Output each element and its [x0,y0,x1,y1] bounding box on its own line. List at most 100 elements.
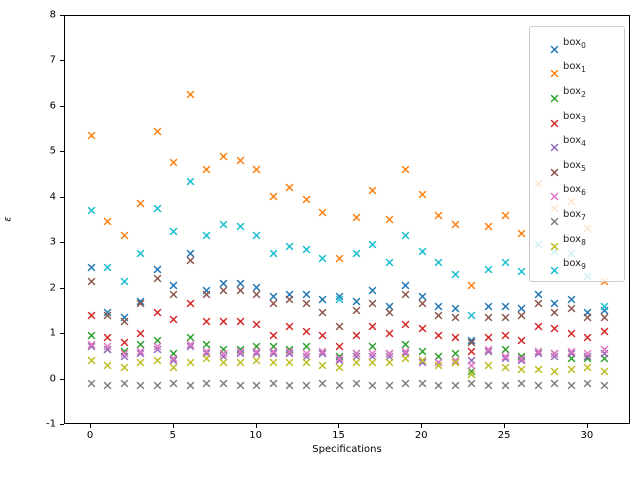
data-point-marker-box_4 [302,346,311,360]
data-point-marker-box_5 [153,268,162,283]
data-point-marker-box_2 [153,330,162,345]
legend-x-marker-icon [544,186,559,201]
data-point-marker-box_5 [418,293,427,308]
data-point-marker-box_7 [401,373,410,388]
data-point-marker-box_8 [368,352,377,367]
data-point-marker-box_4 [269,343,278,358]
data-point-marker-box_5 [202,284,211,299]
data-point-marker-box_2 [434,346,443,360]
data-point-marker-box_6 [169,348,178,363]
data-point-marker-box_1 [484,216,493,231]
data-point-marker-box_6 [236,341,245,356]
data-point-marker-box_7 [169,373,178,388]
data-point-marker-box_5 [169,284,178,299]
data-point-marker-box_1 [252,159,261,174]
data-point-marker-box_2 [103,339,112,354]
data-point-marker-box_3 [517,330,526,345]
data-point-marker-box_9 [136,243,145,258]
data-point-marker-box_6 [120,343,129,358]
data-point-marker-box_8 [219,352,228,367]
data-point-marker-box_4 [583,346,592,360]
data-point-marker-box_8 [236,352,245,367]
data-point-marker-box_0 [434,296,443,310]
data-point-marker-box_3 [302,321,311,335]
data-point-marker-box_2 [534,341,543,356]
data-point-marker-box_3 [318,325,327,340]
data-point-marker-box_6 [583,343,592,358]
x-tick-mark [90,424,91,428]
data-point-marker-box_0 [120,307,129,322]
data-point-marker-box_5 [318,302,327,317]
data-point-marker-box_3 [103,327,112,342]
data-point-marker-box_8 [484,355,493,370]
y-tick-label: 3 [49,236,56,248]
legend-item-box9: box9 [538,252,622,277]
data-point-marker-box_6 [451,350,460,365]
data-point-marker-box_8 [385,352,394,367]
y-tick-mark [60,242,64,244]
data-point-marker-box_1 [103,211,112,226]
legend-x-marker-icon [544,260,559,275]
data-point-marker-box_1 [418,184,427,199]
data-point-marker-box_9 [484,259,493,274]
legend-item-box3: box3 [538,105,622,130]
data-point-marker-box_9 [236,216,245,231]
data-point-marker-box_3 [567,323,576,338]
data-point-marker-box_6 [467,355,476,370]
data-point-marker-box_4 [285,343,294,358]
data-point-marker-box_3 [153,302,162,317]
data-point-marker-box_3 [418,318,427,333]
x-tick-mark [421,424,423,428]
data-point-marker-box_7 [434,375,443,390]
y-tick-mark [60,378,64,380]
data-point-marker-box_1 [236,150,245,165]
data-point-marker-box_7 [600,375,609,390]
data-point-marker-box_4 [153,339,162,354]
data-point-marker-box_6 [252,341,261,356]
data-point-marker-box_2 [501,339,510,354]
data-point-marker-box_2 [484,341,493,356]
data-point-marker-box_7 [120,373,129,388]
data-point-marker-box_7 [368,375,377,390]
data-point-marker-box_9 [87,200,96,215]
data-point-marker-box_1 [434,205,443,220]
x-tick-label: 0 [86,430,94,441]
data-point-marker-box_7 [103,375,112,390]
y-tick-label: 8 [49,9,56,21]
data-point-marker-box_0 [236,273,245,288]
x-tick-mark [172,424,174,428]
data-point-marker-box_6 [434,352,443,367]
data-point-marker-box_8 [136,352,145,367]
data-point-marker-box_2 [269,336,278,351]
data-point-marker-box_1 [318,202,327,217]
data-point-marker-box_4 [169,350,178,365]
legend-item-label: box4 [563,135,586,149]
data-point-marker-box_7 [501,375,510,390]
y-tick-mark [60,15,64,16]
legend-item-box7: box7 [538,203,622,228]
data-point-marker-box_0 [534,284,543,299]
data-point-marker-box_9 [252,225,261,240]
data-point-marker-box_0 [169,275,178,290]
data-point-marker-box_3 [285,316,294,331]
data-point-marker-box_4 [335,350,344,365]
data-point-marker-box_4 [219,346,228,360]
x-tick-mark [338,424,340,428]
data-point-marker-box_0 [136,291,145,306]
data-point-marker-box_4 [467,350,476,365]
data-point-marker-box_1 [352,207,361,222]
legend-x-marker-icon [544,39,559,54]
data-point-marker-box_5 [285,289,294,304]
data-point-marker-box_7 [202,373,211,388]
data-point-marker-box_6 [517,348,526,363]
data-point-marker-box_3 [467,341,476,356]
legend-item-label: box1 [563,61,586,75]
data-point-marker-box_4 [120,346,129,360]
y-tick-label: 4 [49,191,56,203]
data-point-marker-box_3 [87,305,96,320]
y-tick-label: 7 [49,54,56,66]
data-point-marker-box_6 [484,339,493,354]
data-point-marker-box_5 [501,307,510,322]
data-point-marker-box_0 [567,289,576,304]
data-point-marker-box_2 [318,343,327,358]
